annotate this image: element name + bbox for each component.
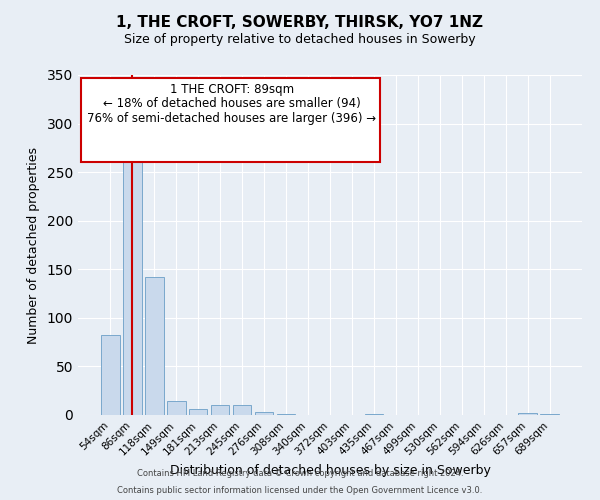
X-axis label: Distribution of detached houses by size in Sowerby: Distribution of detached houses by size … bbox=[170, 464, 490, 476]
Bar bbox=[518, 413, 537, 415]
Bar bbox=[101, 336, 119, 415]
Bar bbox=[541, 414, 559, 415]
Text: Size of property relative to detached houses in Sowerby: Size of property relative to detached ho… bbox=[124, 32, 476, 46]
Text: 1 THE CROFT: 89sqm: 1 THE CROFT: 89sqm bbox=[170, 84, 294, 96]
Bar bbox=[123, 158, 142, 415]
Bar bbox=[211, 406, 229, 415]
Text: 76% of semi-detached houses are larger (396) →: 76% of semi-detached houses are larger (… bbox=[87, 112, 376, 126]
Y-axis label: Number of detached properties: Number of detached properties bbox=[27, 146, 40, 344]
Bar bbox=[365, 414, 383, 415]
Bar bbox=[255, 412, 274, 415]
Bar bbox=[145, 277, 164, 415]
Text: Contains HM Land Registry data © Crown copyright and database right 2024.: Contains HM Land Registry data © Crown c… bbox=[137, 468, 463, 477]
Text: Contains public sector information licensed under the Open Government Licence v3: Contains public sector information licen… bbox=[118, 486, 482, 495]
Bar bbox=[277, 414, 295, 415]
Bar bbox=[233, 406, 251, 415]
Bar bbox=[189, 409, 208, 415]
Text: ← 18% of detached houses are smaller (94): ← 18% of detached houses are smaller (94… bbox=[103, 97, 361, 110]
Bar bbox=[167, 402, 185, 415]
Text: 1, THE CROFT, SOWERBY, THIRSK, YO7 1NZ: 1, THE CROFT, SOWERBY, THIRSK, YO7 1NZ bbox=[116, 15, 484, 30]
FancyBboxPatch shape bbox=[80, 78, 380, 162]
